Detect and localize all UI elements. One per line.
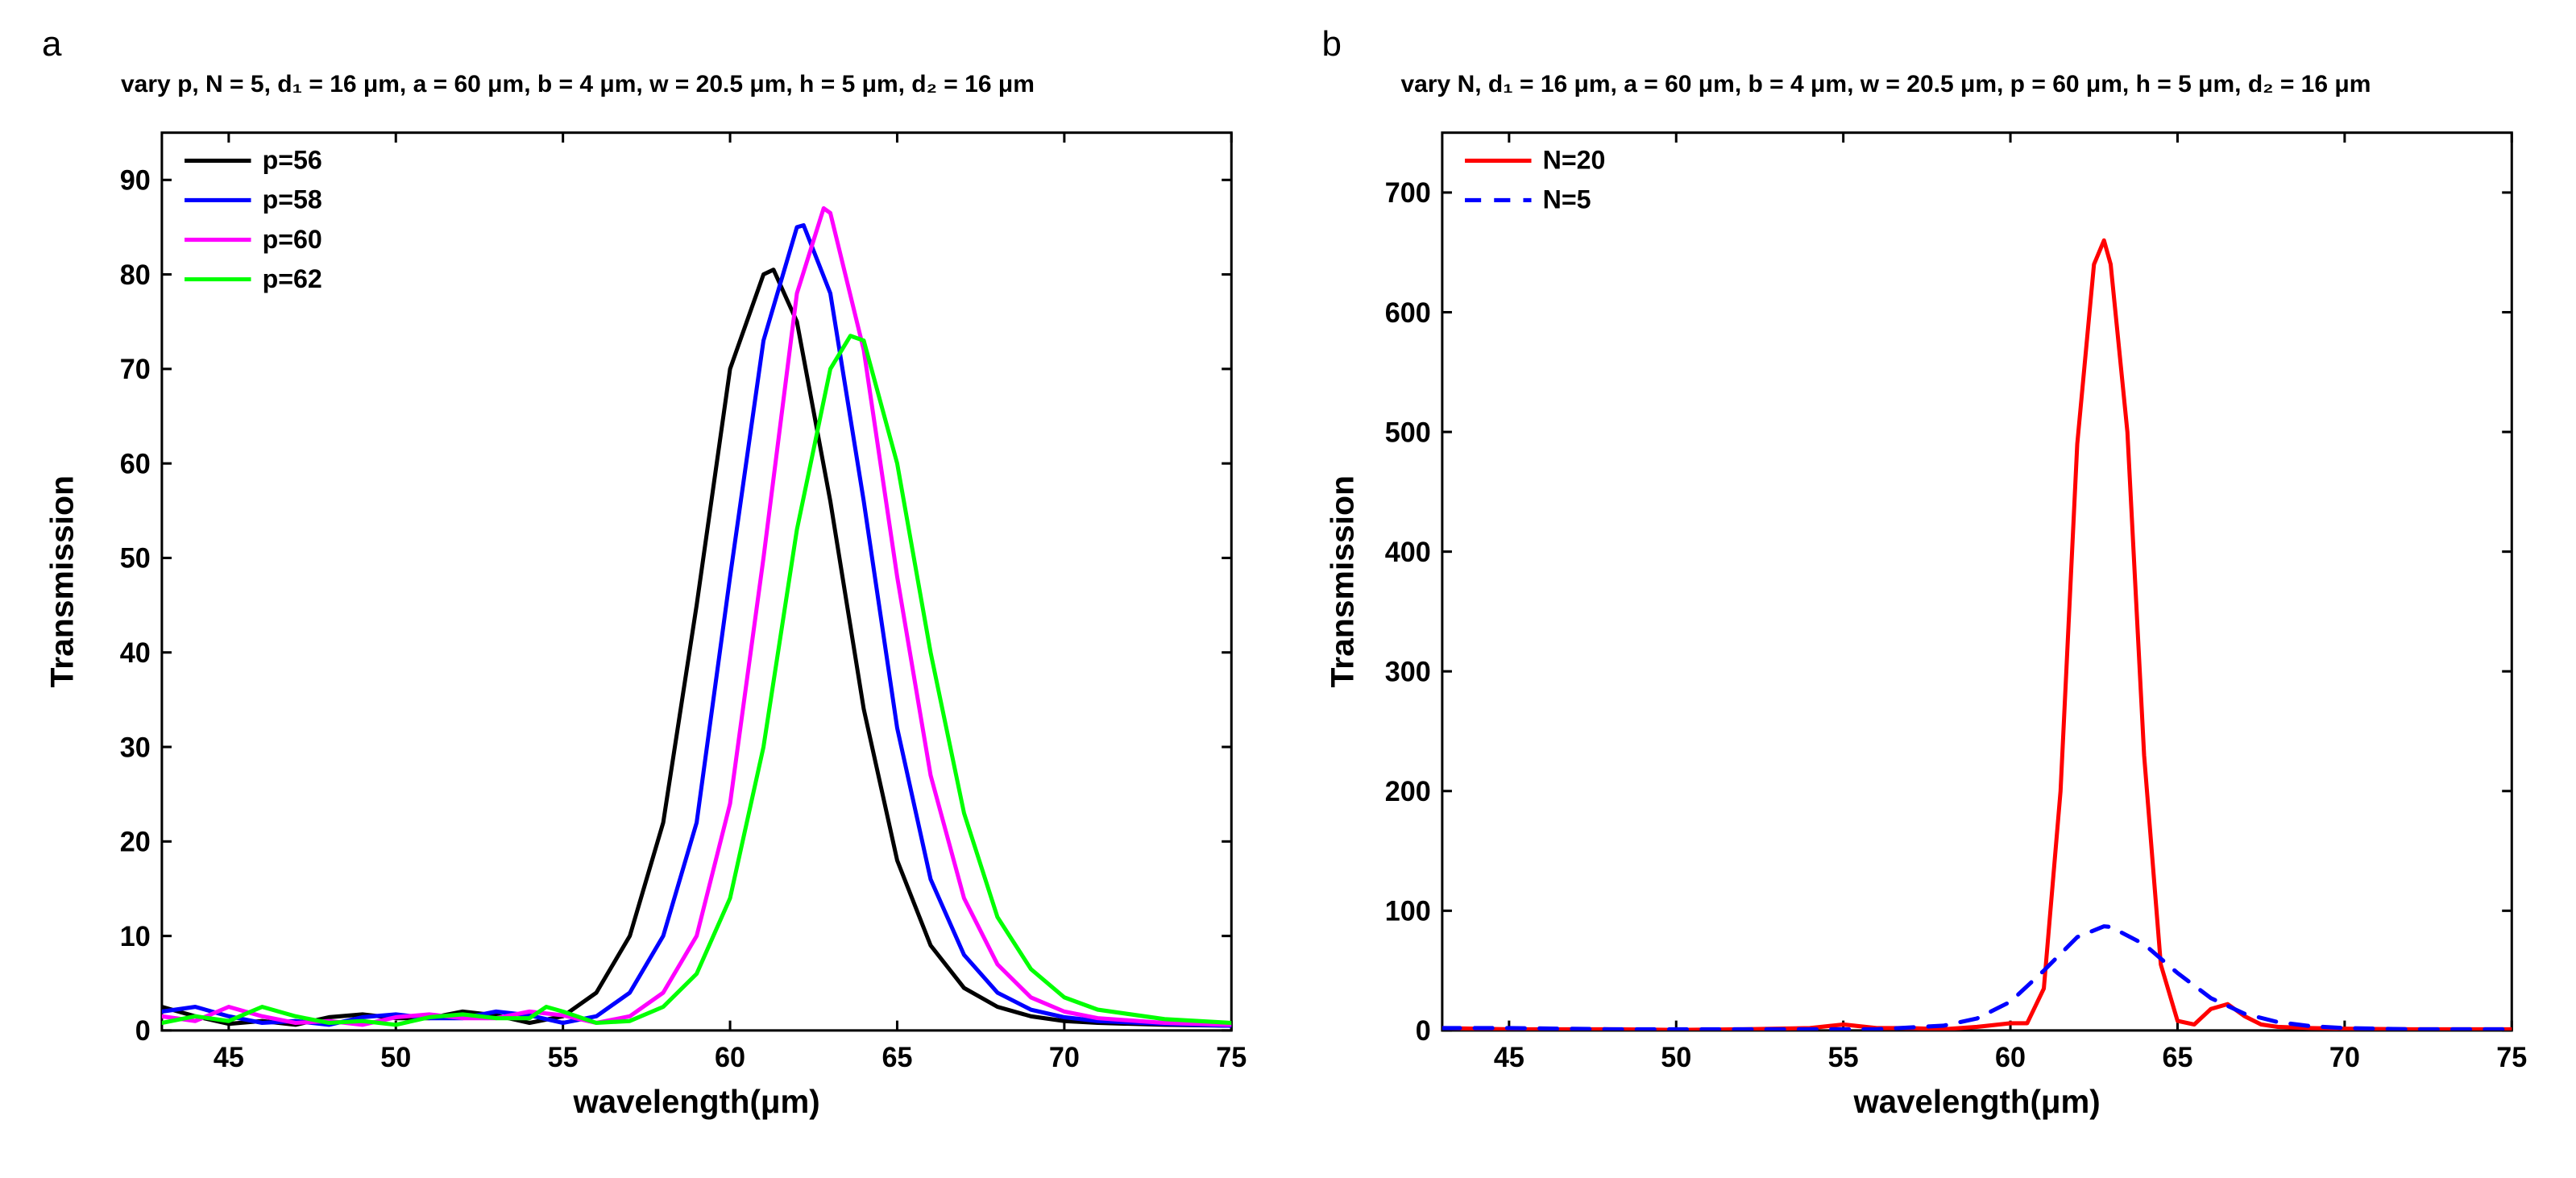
x-tick-label: 65: [881, 1043, 912, 1073]
y-tick-label: 80: [120, 260, 151, 291]
x-axis-label: wavelength(μm): [573, 1083, 820, 1120]
panel-title-a: vary p, N = 5, d₁ = 16 μm, a = 60 μm, b …: [32, 71, 1264, 98]
figure: a vary p, N = 5, d₁ = 16 μm, a = 60 μm, …: [0, 0, 2576, 1178]
y-tick-label: 300: [1384, 657, 1430, 687]
legend-label: p=56: [263, 145, 322, 174]
y-tick-label: 20: [120, 827, 151, 857]
plot-area-b: 45 50 55 60 65 70 75 0 100 200 300 400 500 600 700 wave…: [1313, 108, 2545, 1146]
x-tick-label: 70: [2329, 1043, 2359, 1073]
plot-area-a: 45 50 55 60 65 70 75 0 10 20 30 40 50 60 70 80 90 wavelen…: [32, 108, 1264, 1146]
y-tick-label: 0: [1415, 1016, 1430, 1047]
y-tick-label: 60: [120, 449, 151, 479]
plot-frame: [162, 133, 1231, 1031]
plot-frame: [1441, 133, 2511, 1031]
y-tick-label: 90: [120, 165, 151, 196]
y-tick-label: 700: [1384, 178, 1430, 209]
series-line: [162, 336, 1231, 1025]
x-tick-label: 50: [1661, 1043, 1691, 1073]
panel-title-b: vary N, d₁ = 16 μm, a = 60 μm, b = 4 μm,…: [1313, 71, 2545, 98]
legend-label: p=62: [263, 264, 322, 293]
y-axis-label: Transmission: [44, 475, 81, 688]
y-axis-label: Transmission: [1323, 475, 1360, 688]
x-tick-label: 60: [715, 1043, 745, 1073]
y-tick-label: 0: [135, 1016, 151, 1047]
x-tick-label: 75: [2496, 1043, 2527, 1073]
y-tick-label: 100: [1384, 896, 1430, 927]
y-tick-label: 40: [120, 638, 151, 669]
panel-b: b vary N, d₁ = 16 μm, a = 60 μm, b = 4 μ…: [1313, 24, 2545, 1146]
x-tick-label: 65: [2162, 1043, 2192, 1073]
series-line: [1441, 240, 2511, 1030]
y-tick-label: 10: [120, 922, 151, 952]
y-tick-label: 30: [120, 732, 151, 763]
x-tick-label: 55: [1827, 1043, 1858, 1073]
series-line: [162, 270, 1231, 1026]
x-tick-label: 60: [1995, 1043, 2026, 1073]
x-tick-label: 45: [1493, 1043, 1524, 1073]
x-tick-label: 75: [1216, 1043, 1247, 1073]
panel-letter-b: b: [1313, 24, 2545, 64]
y-tick-label: 70: [120, 355, 151, 385]
x-tick-label: 45: [214, 1043, 244, 1073]
legend-label: p=60: [263, 225, 322, 254]
y-tick-label: 400: [1384, 537, 1430, 568]
x-tick-label: 55: [548, 1043, 579, 1073]
chart-svg-b: 45 50 55 60 65 70 75 0 100 200 300 400 500 600 700 wave…: [1313, 108, 2545, 1146]
legend-label: N=20: [1542, 145, 1605, 174]
panel-letter-a: a: [32, 24, 1264, 64]
chart-svg-a: 45 50 55 60 65 70 75 0 10 20 30 40 50 60 70 80 90 wavelen…: [32, 108, 1264, 1146]
y-tick-label: 50: [120, 543, 151, 574]
y-tick-label: 600: [1384, 298, 1430, 329]
panel-a: a vary p, N = 5, d₁ = 16 μm, a = 60 μm, …: [32, 24, 1264, 1146]
y-tick-label: 200: [1384, 777, 1430, 807]
x-axis-label: wavelength(μm): [1852, 1083, 2100, 1120]
y-tick-label: 500: [1384, 417, 1430, 448]
legend-label: p=58: [263, 185, 322, 214]
x-tick-label: 70: [1049, 1043, 1080, 1073]
series-line: [1441, 927, 2511, 1030]
x-tick-label: 50: [380, 1043, 411, 1073]
series-line: [162, 226, 1231, 1026]
legend-label: N=5: [1542, 185, 1591, 214]
